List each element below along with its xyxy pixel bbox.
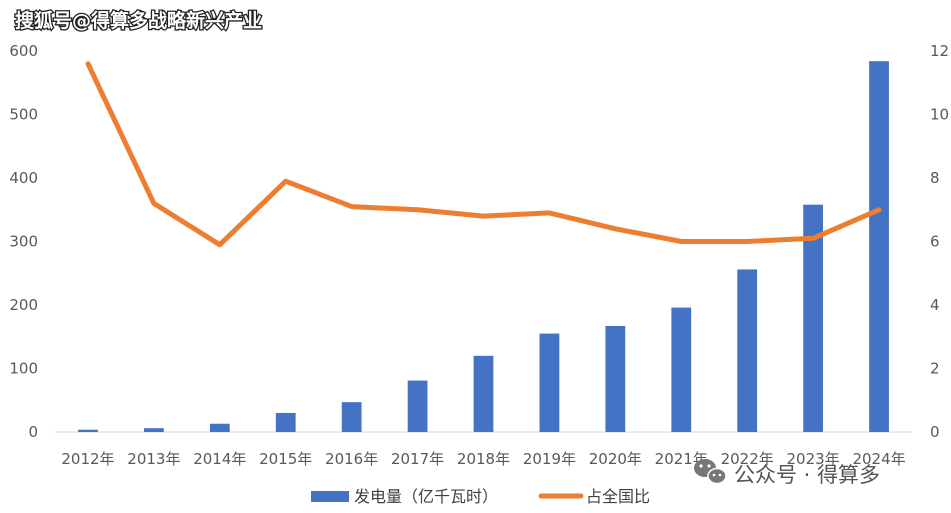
x-tick-label: 2016年 xyxy=(325,450,378,468)
bar-2014年 xyxy=(209,423,230,432)
y-left-tick-label: 300 xyxy=(9,233,38,251)
y-left-tick-label: 500 xyxy=(9,106,38,124)
x-tick-label: 2019年 xyxy=(523,450,576,468)
x-tick-label: 2013年 xyxy=(127,450,180,468)
wechat-icon xyxy=(694,459,727,485)
bar-2019年 xyxy=(539,333,560,432)
watermark-bottom-right: 公众号 · 得算多 xyxy=(694,459,880,487)
x-tick-label: 2018年 xyxy=(457,450,510,468)
x-tick-label: 2014年 xyxy=(193,450,246,468)
y-left-tick-label: 600 xyxy=(9,42,38,60)
svg-text:公众号 · 得算多: 公众号 · 得算多 xyxy=(734,463,880,487)
bar-2022年 xyxy=(737,269,758,432)
bar-2015年 xyxy=(275,412,296,432)
bar-2018年 xyxy=(473,355,494,432)
bar-2012年 xyxy=(78,429,98,432)
legend: 发电量（亿千瓦时） 占全国比 xyxy=(311,487,650,506)
bar-2021年 xyxy=(671,307,692,432)
x-tick-label: 2017年 xyxy=(391,450,444,468)
right-axis: 0 2 4 6 8 10 12 xyxy=(930,42,949,441)
y-left-tick-label: 100 xyxy=(9,360,38,378)
y-right-tick-label: 8 xyxy=(930,169,940,187)
bar-2020年 xyxy=(605,325,626,432)
x-tick-label: 2024年 xyxy=(852,450,905,468)
bar-2017年 xyxy=(407,380,428,432)
x-tick-label: 2023年 xyxy=(787,450,840,468)
y-right-tick-label: 4 xyxy=(930,296,940,314)
line-series xyxy=(85,61,882,248)
y-right-tick-label: 12 xyxy=(930,42,949,60)
x-tick-label: 2022年 xyxy=(721,450,774,468)
x-axis-labels: 2012年 2013年 2014年 2015年 2016年 2017年 2018年 2019年… xyxy=(61,450,905,468)
left-axis: 0 100 200 300 400 500 600 xyxy=(9,42,38,441)
bar-2024年 xyxy=(869,61,889,432)
y-right-tick-label: 10 xyxy=(930,106,949,124)
x-tick-label: 2012年 xyxy=(61,450,114,468)
bar-2023年 xyxy=(803,204,824,432)
y-right-tick-label: 2 xyxy=(930,360,940,378)
y-right-tick-label: 0 xyxy=(930,423,940,441)
legend-label-bar: 发电量（亿千瓦时） xyxy=(354,487,498,506)
y-left-tick-label: 200 xyxy=(9,296,38,314)
y-left-tick-label: 400 xyxy=(9,169,38,187)
legend-label-line: 占全国比 xyxy=(586,487,650,506)
x-tick-label: 2015年 xyxy=(259,450,312,468)
bar-2013年 xyxy=(143,428,164,432)
y-right-tick-label: 6 xyxy=(930,233,940,251)
bar-series xyxy=(78,61,889,432)
y-left-tick-label: 0 xyxy=(28,423,38,441)
bar-2016年 xyxy=(341,402,362,432)
legend-swatch-bar xyxy=(311,491,349,502)
x-tick-label: 2021年 xyxy=(655,450,708,468)
x-tick-label: 2020年 xyxy=(589,450,642,468)
watermark-top-left: 搜狐号@得算多战略新兴产业 xyxy=(15,9,262,32)
